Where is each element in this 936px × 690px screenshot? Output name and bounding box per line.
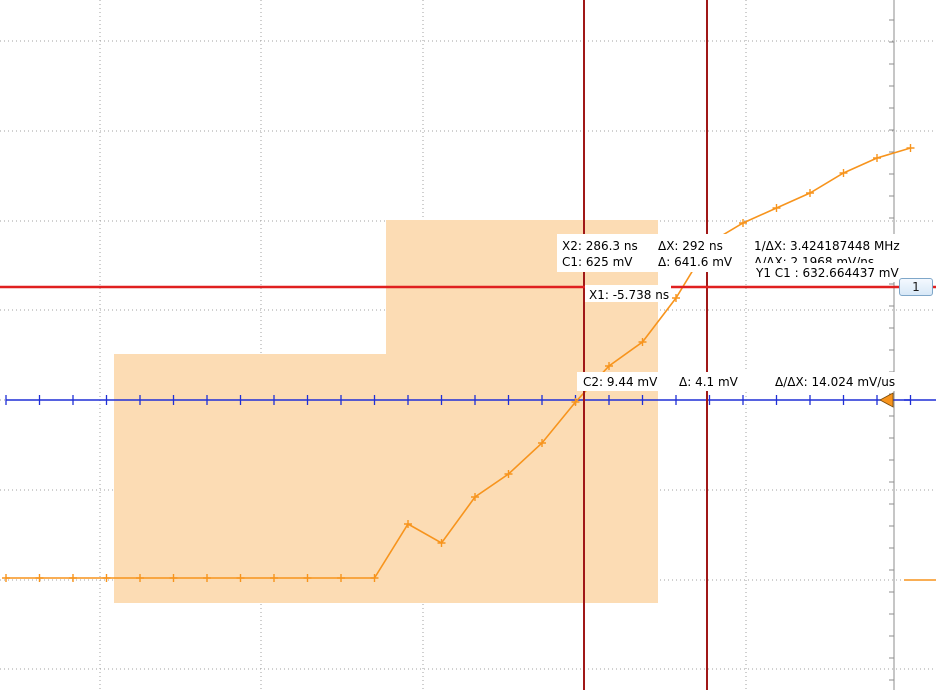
triangle-marker-icon[interactable]	[879, 392, 894, 408]
channel-1-sample-point	[538, 439, 546, 447]
channel-1-sample-point	[739, 219, 747, 227]
zoom-region	[114, 220, 658, 603]
channel-1-sample-point	[839, 169, 848, 177]
cursor-readouts: X2: 286.3 ns C1: 625 mV ΔX: 292 ns Δ: 64…	[557, 234, 900, 391]
channel-1-marker-label[interactable]: 1	[899, 278, 933, 296]
traces	[2, 144, 936, 582]
channel-1-sample-point	[404, 520, 412, 528]
channel-1-sample-point	[35, 574, 44, 582]
channel-1-sample-point	[2, 574, 10, 582]
zoom-highlight-area	[114, 220, 658, 603]
channel-1-sample-point	[672, 294, 680, 302]
readout-x2: X2: 286.3 ns	[562, 239, 638, 253]
readout-c2: C2: 9.44 mV	[583, 375, 658, 389]
readout-box-x1	[585, 285, 671, 302]
channel-1-sample-point	[370, 574, 379, 582]
readout-box-top	[557, 234, 737, 272]
channel-1-sample-point	[471, 493, 479, 501]
readout-delta-c1: Δ: 641.6 mV	[658, 255, 733, 269]
readout-c1: C1: 625 mV	[562, 255, 633, 269]
channel-1-trace	[6, 147, 911, 579]
channel-1-sample-point	[169, 574, 178, 582]
readout-slope-c2: Δ/ΔX: 14.024 mV/us	[775, 375, 895, 389]
channel-1-sample-point	[504, 470, 513, 478]
channel-1-sample-point	[69, 574, 77, 582]
readout-delta-x: ΔX: 292 ns	[658, 239, 723, 253]
channel-1-sample-point	[906, 144, 915, 152]
channel-1-sample-point	[638, 338, 647, 346]
channel-markers	[879, 392, 936, 408]
channel-1-sample-point	[270, 574, 278, 582]
channel-1-sample-point	[806, 189, 814, 197]
channel-1-sample-point	[136, 574, 144, 582]
readout-x1: X1: -5.738 ns	[589, 288, 669, 302]
readout-y1-c1: Y1 C1 : 632.664437 mV	[755, 266, 899, 280]
channel-1-sample-point	[337, 574, 345, 582]
channel-1-sample-point	[102, 574, 111, 582]
readout-inverse-delta-x: 1/ΔX: 3.424187448 MHz	[754, 239, 900, 253]
channel-1-sample-point	[236, 574, 245, 582]
channel-1-sample-point	[437, 539, 446, 547]
channel-1-sample-point	[873, 154, 881, 162]
readout-box-mid	[577, 372, 899, 391]
channel-1-sample-point	[571, 398, 580, 406]
channel-1-sample-point	[203, 574, 211, 582]
channel-1-sample-point	[772, 204, 781, 212]
readout-box-y1	[753, 263, 898, 281]
readout-delta-c2: Δ: 4.1 mV	[679, 375, 739, 389]
channel-1-sample-point	[303, 574, 312, 582]
channel-1-sample-point	[605, 362, 613, 370]
